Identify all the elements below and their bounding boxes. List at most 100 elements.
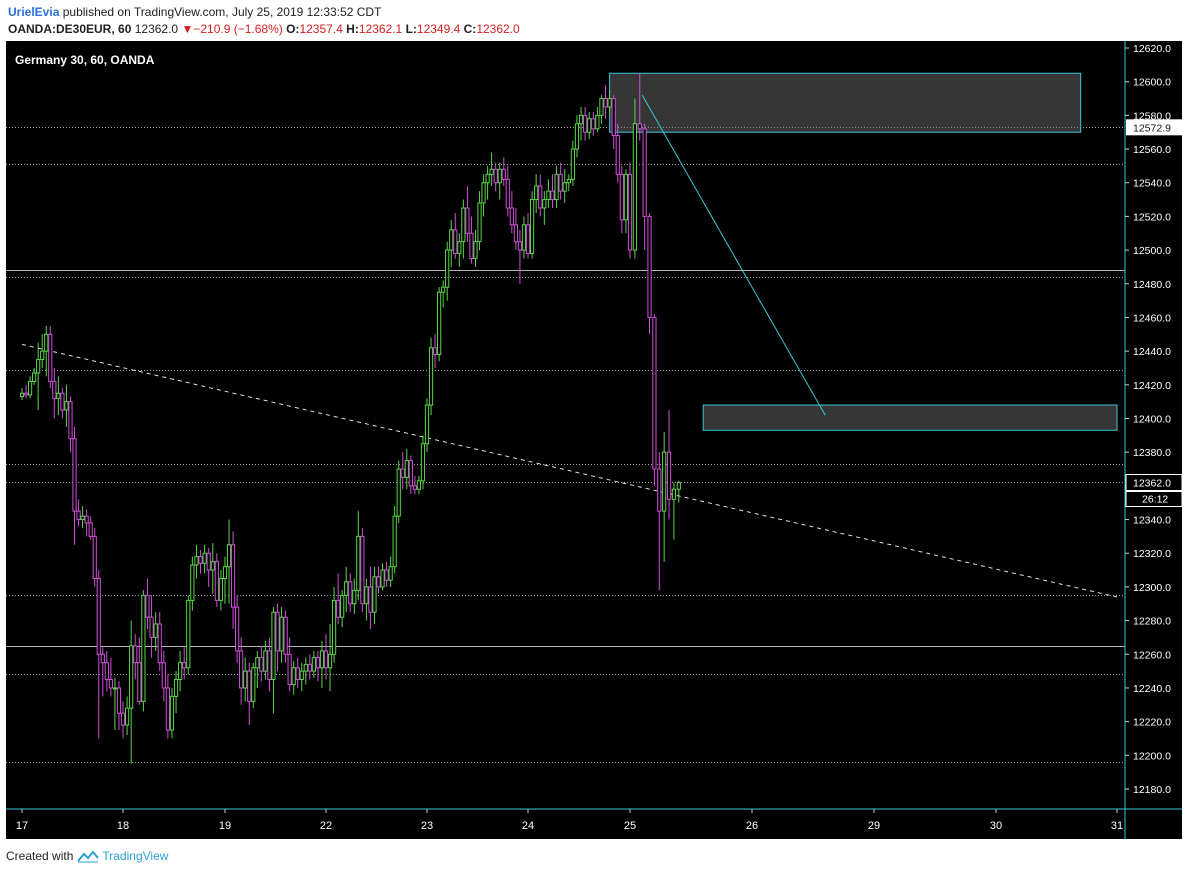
- current-price-label: 12362.0: [1133, 477, 1171, 489]
- candle: [251, 662, 256, 709]
- price-chart[interactable]: 12620.012600.012580.012560.012540.012520…: [6, 41, 1183, 839]
- time-tick-label: 17: [16, 820, 28, 832]
- candle-body: [376, 576, 381, 588]
- candle: [165, 674, 170, 739]
- candle-body: [529, 199, 535, 254]
- candle-body: [173, 679, 179, 697]
- candle-body: [623, 173, 629, 221]
- candle-body: [546, 190, 551, 201]
- candle-body: [100, 653, 105, 664]
- price-tick-label: 12460.0: [1133, 312, 1171, 324]
- candle: [420, 435, 426, 490]
- candle-body: [412, 485, 417, 490]
- candle-body: [275, 611, 280, 652]
- candle: [116, 681, 122, 731]
- price-tick-label: 12380.0: [1133, 447, 1171, 459]
- candle: [623, 169, 629, 234]
- candle-body: [19, 392, 25, 398]
- candle-body: [206, 552, 211, 571]
- candle-body: [396, 468, 401, 517]
- candle: [416, 475, 422, 495]
- candle-body: [112, 687, 118, 690]
- chart-container[interactable]: 12620.0 12600.0 12580.0 12560.0 12540.0 12520…: [6, 41, 1183, 844]
- candle: [108, 657, 113, 697]
- candle: [477, 191, 482, 251]
- candle-body: [384, 569, 389, 581]
- candle-body: [632, 123, 637, 251]
- candle-body: [517, 241, 523, 251]
- candle-body: [538, 185, 543, 209]
- change-value: −210.9 (−1.68%): [193, 22, 283, 36]
- candle: [100, 645, 105, 697]
- candle-body: [676, 481, 681, 490]
- candle: [542, 191, 547, 225]
- candle: [566, 174, 571, 192]
- candle: [591, 111, 596, 136]
- candle: [84, 509, 89, 537]
- candle-body: [327, 653, 333, 669]
- candle: [550, 174, 555, 208]
- candle: [428, 337, 434, 416]
- candle: [182, 645, 187, 680]
- candle-body: [627, 173, 633, 251]
- candle: [323, 634, 329, 680]
- candle: [461, 199, 466, 259]
- candle-body: [218, 577, 224, 601]
- candle-body: [615, 135, 620, 175]
- price-tick-label: 12520.0: [1133, 211, 1171, 223]
- symbol-label: OANDA:DE30EUR, 60: [8, 22, 132, 36]
- candle: [56, 376, 61, 416]
- time-tick-label: 30: [990, 820, 1002, 832]
- candle-body: [133, 645, 138, 664]
- candle-body: [92, 535, 97, 579]
- candle-body: [489, 168, 494, 175]
- candle-body: [124, 707, 130, 726]
- time-tick-label: 29: [868, 820, 880, 832]
- open-label: O:: [286, 22, 300, 36]
- candle: [287, 637, 292, 692]
- candle-body: [279, 616, 284, 652]
- candle-body: [263, 650, 268, 672]
- time-tick-label: 26: [746, 820, 758, 832]
- candle: [372, 566, 377, 624]
- candle: [392, 506, 397, 574]
- candle: [513, 207, 518, 251]
- candle-body: [481, 182, 486, 204]
- price-tick-label: 12620.0: [1133, 43, 1171, 55]
- candle-body: [344, 581, 349, 596]
- candle-body: [68, 401, 73, 440]
- candle-body: [331, 599, 337, 655]
- candle: [23, 384, 29, 399]
- candle: [230, 531, 236, 630]
- candle: [186, 595, 191, 675]
- candle: [214, 553, 219, 608]
- candle-body: [149, 616, 154, 638]
- candle: [400, 452, 405, 490]
- tradingview-brand[interactable]: TradingView: [102, 849, 169, 863]
- candle: [603, 85, 608, 119]
- price-axis-panel[interactable]: [1125, 41, 1182, 839]
- candle: [538, 174, 543, 217]
- candle: [226, 519, 232, 604]
- candle: [194, 544, 199, 579]
- price-tick-label: 12280.0: [1133, 616, 1171, 628]
- candle: [457, 233, 462, 267]
- candle: [607, 90, 612, 116]
- candle-body: [323, 650, 329, 669]
- candle-body: [129, 645, 134, 709]
- candle: [120, 701, 126, 739]
- username-link[interactable]: UrielEvia: [8, 5, 60, 19]
- candle: [632, 98, 637, 259]
- candle-body: [84, 515, 89, 524]
- candle: [441, 280, 446, 308]
- candle-body: [642, 128, 647, 217]
- candle-body: [445, 249, 450, 288]
- candle-body: [104, 662, 109, 681]
- candle: [348, 573, 353, 613]
- candle-body: [587, 118, 592, 133]
- candle: [68, 396, 73, 453]
- candle-body: [202, 552, 207, 564]
- candle: [449, 219, 454, 267]
- tradingview-logo-icon: [77, 850, 100, 863]
- price-tick-label: 12420.0: [1133, 380, 1171, 392]
